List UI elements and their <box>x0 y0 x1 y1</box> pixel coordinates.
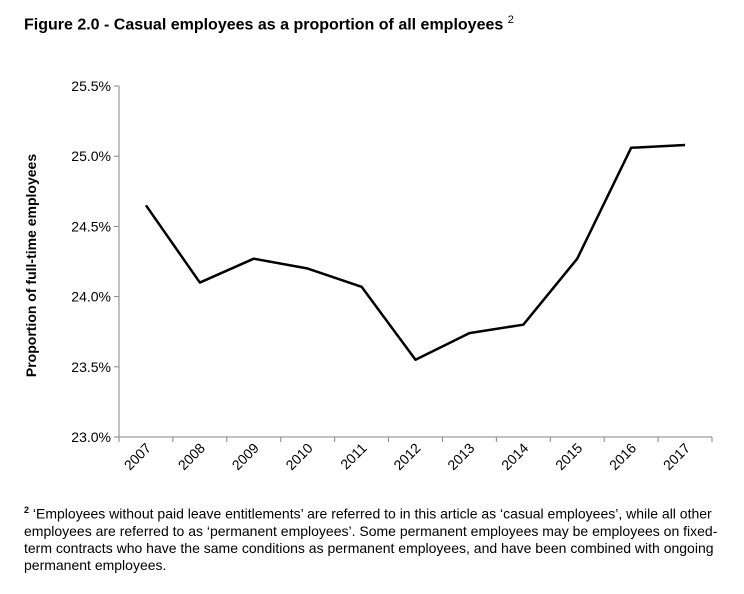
footnote-mark: 2 <box>24 505 30 515</box>
y-tick-label: 24.0% <box>71 289 111 305</box>
x-tick-label: 2007 <box>121 440 154 473</box>
x-tick-label: 2010 <box>282 440 315 473</box>
chart-title-text: Figure 2.0 - Casual employees as a propo… <box>24 16 504 34</box>
chart-title: Figure 2.0 - Casual employees as a propo… <box>24 14 514 34</box>
line-chart: 23.0% 23.5% 24.0% 24.5% 25.0% 25.5% 2007 2008 20… <box>23 78 713 473</box>
y-tick-label: 25.5% <box>71 78 111 94</box>
y-tick-label: 24.5% <box>71 218 111 234</box>
y-axis-label: Proportion of full-time employees <box>23 154 39 377</box>
x-tick-label: 2014 <box>498 440 531 473</box>
footnote-text: ‘Employees without paid leave entitlemen… <box>24 505 718 573</box>
x-tick-label: 2015 <box>552 440 585 473</box>
y-tick-label: 23.0% <box>71 429 111 445</box>
x-tick-label: 2013 <box>444 440 477 473</box>
y-tick-label: 23.5% <box>71 359 111 375</box>
x-tick-label: 2012 <box>390 440 423 473</box>
footnote-reference: 2 <box>507 14 514 26</box>
x-tick-label: 2016 <box>606 440 639 473</box>
x-tick-label: 2009 <box>229 440 262 473</box>
x-tick-label: 2011 <box>337 440 370 473</box>
x-tick-label: 2017 <box>660 440 693 473</box>
footnote: 2 ‘Employees without paid leave entitlem… <box>24 502 734 574</box>
y-tick-label: 25.0% <box>71 148 111 164</box>
data-line <box>144 143 686 362</box>
x-tick-label: 2008 <box>175 440 208 473</box>
